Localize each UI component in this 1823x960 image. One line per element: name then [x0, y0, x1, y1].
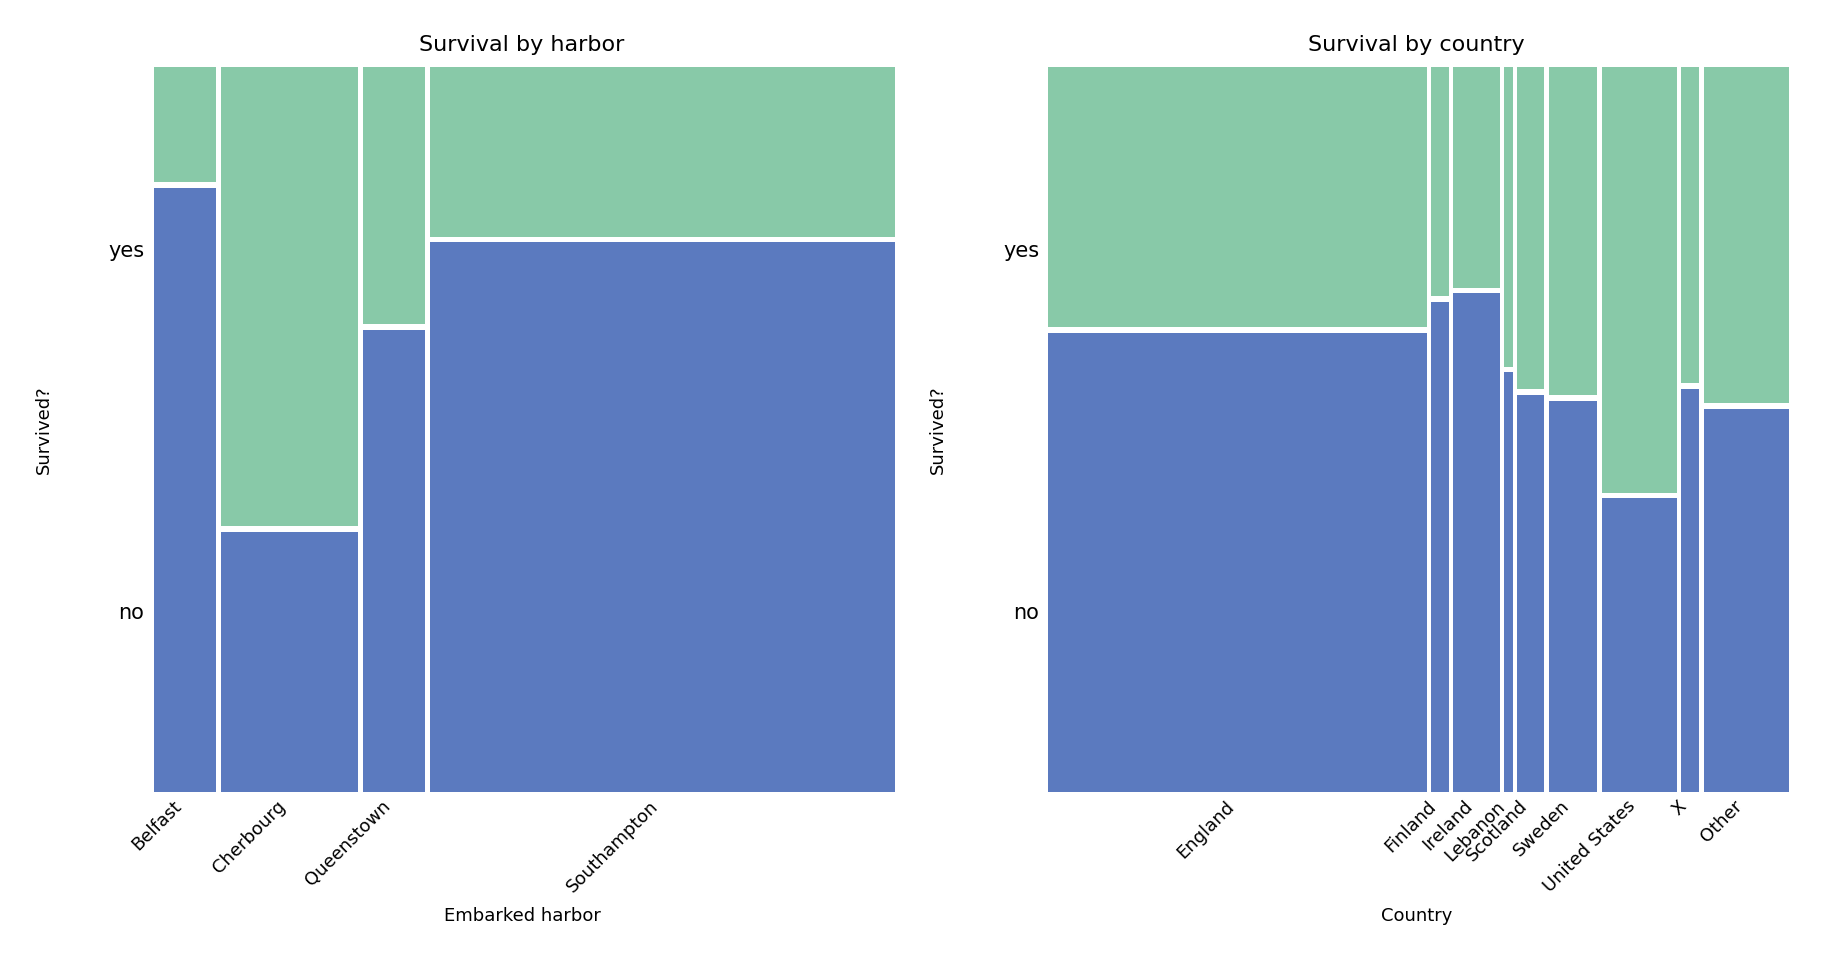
Y-axis label: Survived?: Survived?	[930, 386, 946, 474]
Bar	[1504, 372, 1511, 792]
Bar	[363, 329, 425, 792]
Bar	[1601, 498, 1675, 792]
Bar	[430, 67, 893, 236]
Bar	[1601, 67, 1675, 492]
Bar	[1431, 302, 1447, 792]
Bar	[1703, 409, 1788, 792]
Bar	[1504, 67, 1511, 367]
X-axis label: Country: Country	[1380, 907, 1451, 925]
Y-axis label: Survived?: Survived?	[35, 386, 53, 474]
Bar	[221, 532, 357, 792]
Bar	[363, 67, 425, 324]
X-axis label: Embarked harbor: Embarked harbor	[443, 907, 600, 925]
Bar	[1681, 67, 1699, 383]
Bar	[1548, 400, 1597, 792]
Bar	[1703, 67, 1788, 403]
Bar	[1517, 395, 1544, 792]
Bar	[153, 188, 217, 792]
Bar	[1048, 67, 1426, 327]
Bar	[1548, 67, 1597, 395]
Bar	[1681, 389, 1699, 792]
Bar	[1453, 67, 1499, 288]
Title: Survival by harbor: Survival by harbor	[419, 35, 623, 55]
Bar	[1517, 67, 1544, 389]
Title: Survival by country: Survival by country	[1307, 35, 1524, 55]
Bar	[430, 242, 893, 792]
Bar	[221, 67, 357, 526]
Bar	[1048, 333, 1426, 792]
Bar	[1453, 294, 1499, 792]
Bar	[1431, 67, 1447, 297]
Bar	[153, 67, 217, 182]
